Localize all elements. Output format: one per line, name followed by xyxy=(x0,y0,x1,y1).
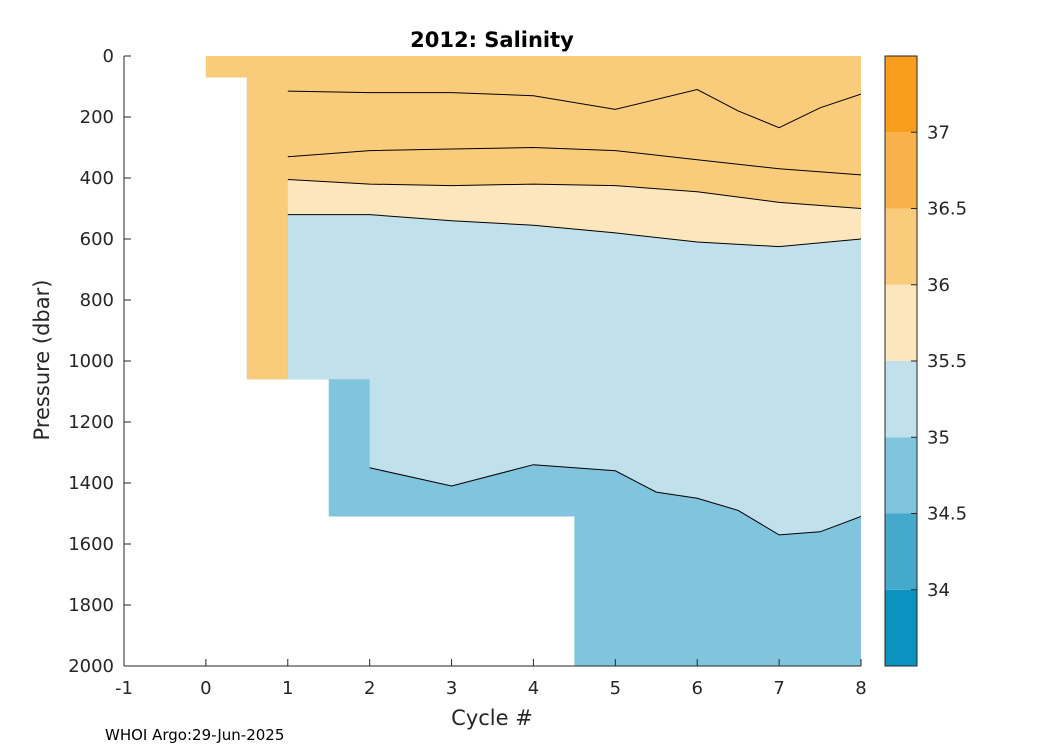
chart-title: 2012: Salinity xyxy=(410,28,574,52)
y-tick-label: 1400 xyxy=(68,473,114,494)
contour-36 xyxy=(287,146,861,176)
contour-35 xyxy=(287,214,861,248)
y-axis: 0 200 400 600 800 1000 1200 1400 1600 1800 2000 xyxy=(68,46,131,677)
y-tick-label: 0 xyxy=(103,46,114,67)
x-tick-label: 1 xyxy=(282,678,293,699)
colorbar-bin xyxy=(885,132,917,209)
colorbar-tick-label: 36 xyxy=(927,275,950,296)
y-tick-label: 400 xyxy=(80,168,114,189)
colorbar-bin xyxy=(885,208,917,285)
colorbar-tick-label: 34.5 xyxy=(927,504,967,525)
x-tick-label: -1 xyxy=(115,678,133,699)
x-tick-label: 8 xyxy=(855,678,866,699)
y-tick-label: 1600 xyxy=(68,534,114,555)
x-axis: -1 0 1 2 3 4 5 6 7 8 xyxy=(115,659,867,699)
colorbar-tick-label: 36.5 xyxy=(927,199,967,220)
x-tick-label: 7 xyxy=(773,678,784,699)
colorbar-bin xyxy=(885,284,917,361)
y-tick-label: 600 xyxy=(80,229,114,250)
colorbar: 34 34.5 35 35.5 36 36.5 37 xyxy=(884,55,967,667)
y-tick-label: 1000 xyxy=(68,351,114,372)
y-tick-label: 1200 xyxy=(68,412,114,433)
colorbar-tick-label: 34 xyxy=(927,580,950,601)
x-tick-label: 2 xyxy=(364,678,375,699)
shallow-band-left xyxy=(205,56,288,666)
contour-36.5 xyxy=(287,88,861,129)
colorbar-bin xyxy=(885,361,917,438)
contour-35.5 xyxy=(287,179,861,209)
colorbar-bin xyxy=(885,589,917,666)
band-above-35.5 xyxy=(287,56,861,209)
salinity-field xyxy=(205,56,861,666)
colorbar-bin xyxy=(885,56,917,133)
y-tick-label: 800 xyxy=(80,290,114,311)
y-tick-label: 1800 xyxy=(68,595,114,616)
colorbar-bin xyxy=(885,437,917,514)
colorbar-bin xyxy=(885,513,917,590)
plot-area xyxy=(123,56,861,667)
x-tick-label: 0 xyxy=(200,678,211,699)
x-tick-label: 6 xyxy=(691,678,702,699)
x-axis-title: Cycle # xyxy=(451,706,533,730)
footer-credit: WHOI Argo:29-Jun-2025 xyxy=(105,726,285,744)
colorbar-tick-label: 35.5 xyxy=(927,351,967,372)
y-tick-label: 2000 xyxy=(68,656,114,677)
x-tick-label: 5 xyxy=(610,678,621,699)
colorbar-tick-label: 37 xyxy=(927,122,950,143)
x-tick-label: 4 xyxy=(528,678,539,699)
y-axis-title: Pressure (dbar) xyxy=(30,280,54,441)
y-tick-label: 200 xyxy=(80,107,114,128)
colorbar-tick-label: 35 xyxy=(927,427,950,448)
x-tick-label: 3 xyxy=(446,678,457,699)
contour-34.5 xyxy=(369,464,861,536)
